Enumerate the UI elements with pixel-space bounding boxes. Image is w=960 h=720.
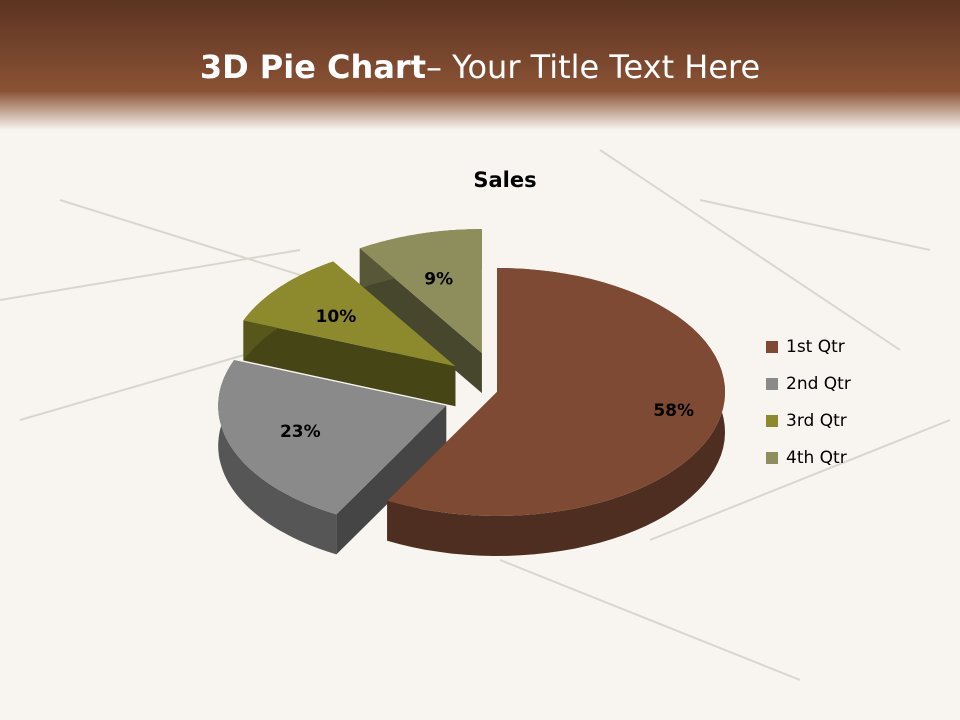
- legend-swatch: [766, 378, 778, 390]
- data-label: 58%: [653, 401, 694, 421]
- legend-label: 4th Qtr: [786, 448, 847, 468]
- slice-side: [218, 360, 337, 555]
- legend-label: 1st Qtr: [786, 337, 845, 357]
- slice: [243, 261, 456, 367]
- title-rest: – Your Title Text Here: [425, 48, 761, 86]
- background-decoration: [0, 149, 951, 681]
- data-label: 10%: [316, 307, 357, 327]
- header-band: [0, 0, 960, 130]
- slice: [387, 268, 725, 516]
- slice: [359, 229, 482, 354]
- slice-side: [387, 268, 725, 556]
- data-label: 23%: [280, 422, 321, 442]
- slice: [218, 360, 447, 515]
- title-bold: 3D Pie Chart: [199, 48, 426, 86]
- legend-label: 2nd Qtr: [786, 374, 851, 394]
- legend-swatch: [766, 452, 778, 464]
- legend-swatch: [766, 341, 778, 353]
- slice-wall: [359, 248, 482, 394]
- slice-wall: [336, 405, 447, 555]
- chart-title: Sales: [473, 168, 536, 192]
- slide-title: 3D Pie Chart– Your Title Text Here: [0, 48, 960, 86]
- legend-label: 3rd Qtr: [786, 411, 847, 431]
- data-label: 9%: [424, 269, 453, 289]
- slice-wall: [243, 320, 456, 407]
- legend-swatch: [766, 415, 778, 427]
